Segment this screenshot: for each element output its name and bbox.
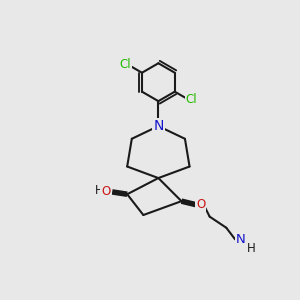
Text: O: O bbox=[196, 198, 206, 211]
Text: N: N bbox=[236, 233, 246, 246]
Text: H: H bbox=[95, 184, 104, 197]
Text: H: H bbox=[247, 242, 256, 255]
Text: Cl: Cl bbox=[119, 58, 131, 71]
Text: O: O bbox=[101, 185, 111, 198]
Text: Cl: Cl bbox=[186, 93, 197, 106]
Text: N: N bbox=[153, 119, 164, 133]
